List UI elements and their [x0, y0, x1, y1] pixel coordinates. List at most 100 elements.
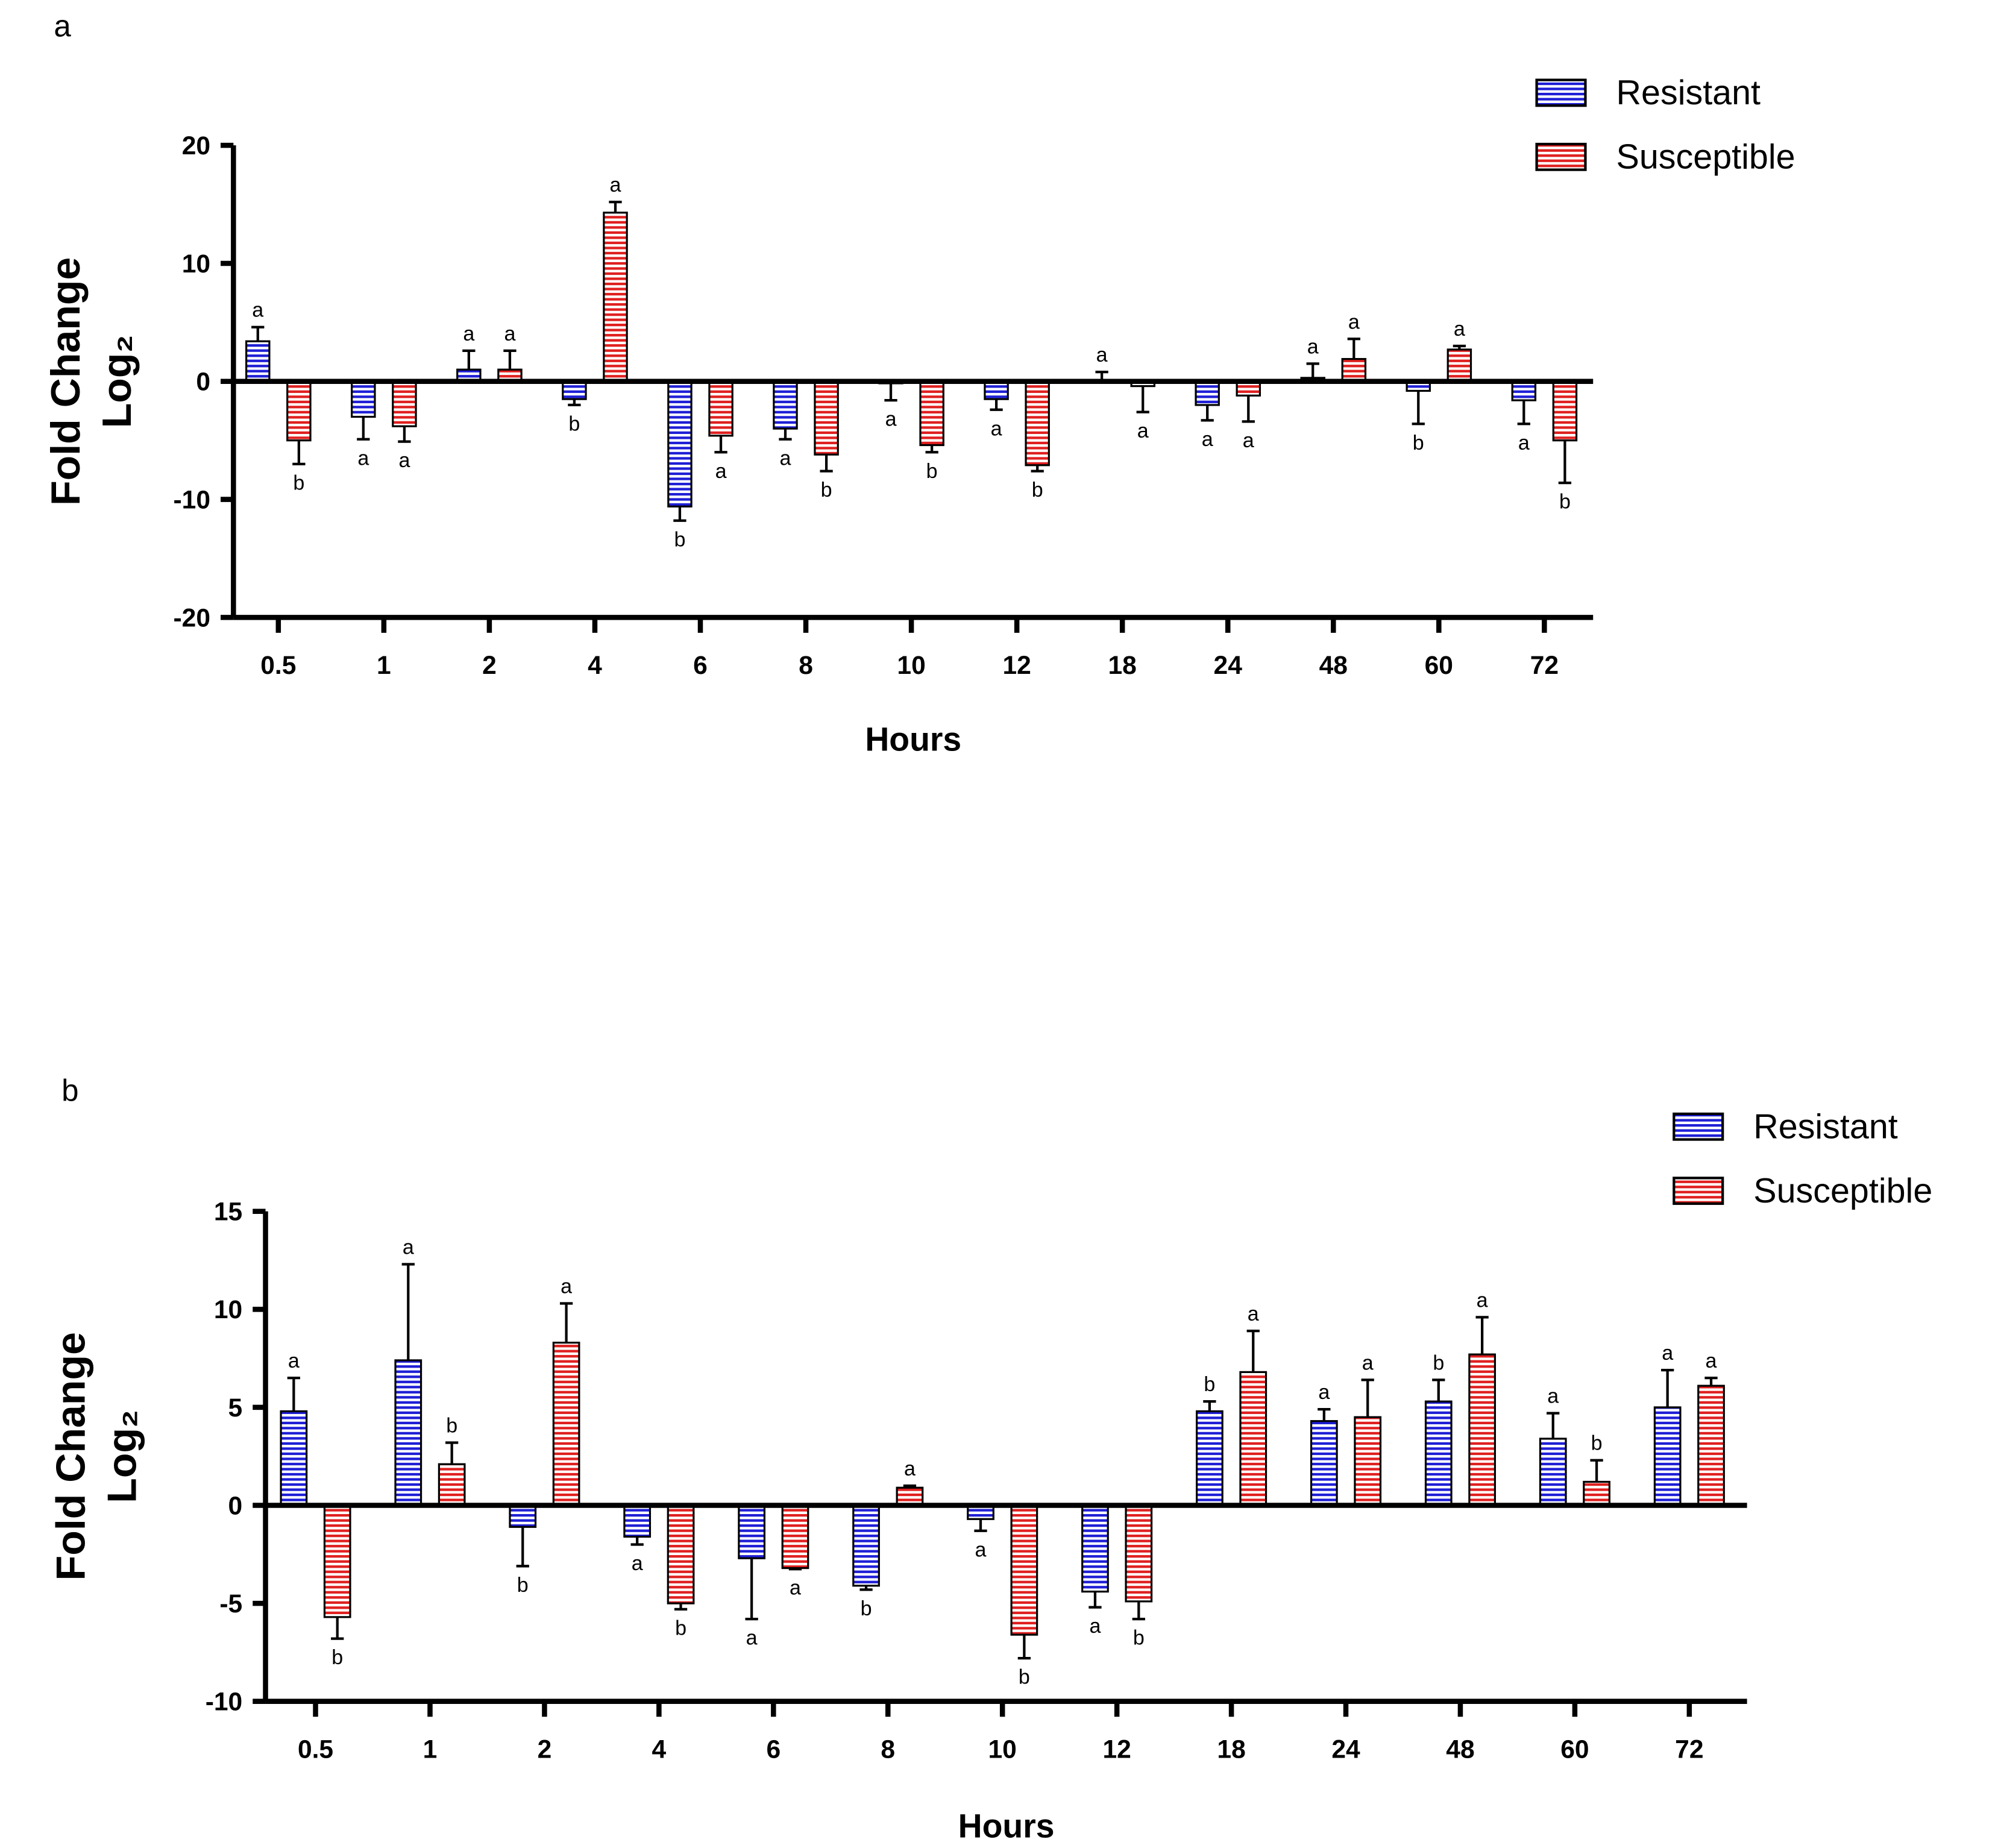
significance-letter: a	[1662, 1342, 1673, 1365]
y-tick-label: 20	[182, 131, 210, 160]
significance-letter: a	[1307, 335, 1319, 358]
susceptible-bar	[1552, 380, 1578, 442]
chart-b: 15 10 5 0 -5 -10 0.5 a b 1 a b 2 b a 4 a b 6 a a 8 b a 10 a b 12 a b 1…	[48, 1107, 1932, 1844]
significance-letter: b	[1413, 432, 1424, 454]
x-tick-label: 72	[1675, 1735, 1703, 1764]
legend-swatch-susceptible	[1535, 142, 1587, 171]
resistant-bar	[1539, 1438, 1567, 1507]
x-tick-label: 0.5	[260, 651, 296, 680]
resistant-bar	[623, 1504, 652, 1538]
significance-letter: a	[632, 1552, 643, 1575]
significance-letter: b	[821, 479, 832, 501]
significance-letter: a	[790, 1577, 801, 1600]
susceptible-bar	[603, 212, 628, 383]
y-tick-label: 10	[214, 1295, 242, 1324]
susceptible-bar	[781, 1504, 809, 1570]
susceptible-bar	[1447, 348, 1472, 383]
resistant-bar	[738, 1504, 766, 1559]
x-tick-label: 60	[1560, 1735, 1589, 1764]
resistant-bar	[1511, 380, 1537, 401]
susceptible-bar	[1354, 1416, 1382, 1507]
y-axis-label-line2: Log₂	[99, 1410, 145, 1503]
x-tick-label: 6	[766, 1735, 781, 1764]
significance-letter: a	[252, 299, 263, 322]
y-axis-label-line1: Fold Change	[43, 257, 89, 506]
significance-letter: a	[1362, 1351, 1374, 1374]
chart-a: 20 10 0 -10 -20 0.5 a b 1 a a 2 a a 4 b a 6 b a 8 a b 10 a b 12 a b 1…	[43, 74, 1795, 758]
resistant-bar	[351, 380, 376, 418]
resistant-bar	[1424, 1400, 1453, 1507]
significance-letter: b	[926, 460, 938, 483]
significance-letter: b	[568, 412, 580, 435]
y-axis-label-line1: Fold Change	[48, 1332, 93, 1580]
significance-letter: a	[1547, 1385, 1559, 1408]
significance-letter: a	[288, 1350, 300, 1372]
x-tick-label: 2	[482, 651, 497, 680]
significance-letter: b	[1032, 479, 1043, 501]
resistant-bar	[1653, 1406, 1682, 1507]
significance-letter: b	[331, 1646, 343, 1669]
y-tick-label: 15	[214, 1198, 242, 1227]
significance-letter: a	[975, 1538, 987, 1561]
y-tick-label: 5	[228, 1394, 243, 1422]
significance-letter: a	[610, 174, 621, 196]
significance-letter: a	[1248, 1303, 1259, 1325]
significance-letter: a	[463, 322, 474, 345]
susceptible-bar	[286, 380, 312, 442]
significance-letter: a	[1089, 1615, 1101, 1638]
significance-letter: a	[746, 1627, 758, 1650]
significance-letter: a	[780, 447, 791, 470]
susceptible-bar	[1468, 1353, 1497, 1507]
x-tick-label: 1	[377, 651, 391, 680]
significance-letter: b	[1019, 1666, 1030, 1689]
significance-letter: a	[885, 408, 897, 431]
resistant-bar	[852, 1504, 880, 1587]
resistant-bar	[1081, 1504, 1109, 1593]
x-tick-label: 18	[1108, 651, 1137, 680]
susceptible-bar	[1341, 357, 1367, 383]
x-tick-label: 8	[799, 651, 813, 680]
x-tick-label: 12	[1002, 651, 1031, 680]
panel-label-a: a	[54, 8, 71, 43]
significance-letter: b	[861, 1597, 872, 1620]
x-tick-label: 2	[538, 1735, 552, 1764]
significance-letter: b	[1133, 1627, 1145, 1650]
x-tick-label: 12	[1102, 1735, 1131, 1764]
significance-letter: a	[1318, 1381, 1330, 1404]
susceptible-bar	[1010, 1504, 1038, 1636]
significance-letter: b	[674, 528, 685, 551]
legend-swatch-susceptible	[1673, 1177, 1724, 1205]
significance-letter: b	[446, 1414, 457, 1437]
legend-swatch-resistant	[1673, 1112, 1724, 1141]
significance-letter: a	[1518, 432, 1530, 454]
susceptible-bar	[552, 1341, 580, 1507]
significance-letter: b	[675, 1617, 686, 1639]
significance-letter: a	[1202, 428, 1213, 451]
x-tick-label: 24	[1331, 1735, 1360, 1764]
resistant-bar	[394, 1359, 423, 1507]
significance-letter: b	[1559, 491, 1571, 514]
significance-letter: a	[1137, 420, 1149, 442]
x-tick-label: 48	[1446, 1735, 1474, 1764]
significance-letter: a	[1096, 344, 1108, 366]
y-tick-label: 0	[228, 1491, 243, 1520]
resistant-bar	[984, 380, 1009, 400]
significance-letter: b	[1204, 1373, 1215, 1396]
significance-letter: a	[561, 1275, 572, 1298]
y-tick-label: -5	[219, 1589, 242, 1618]
susceptible-bar	[1125, 1504, 1153, 1603]
x-tick-label: 72	[1530, 651, 1559, 680]
x-tick-label: 6	[693, 651, 708, 680]
y-tick-label: -10	[206, 1688, 243, 1717]
susceptible-bar	[919, 380, 944, 447]
x-tick-label: 10	[988, 1735, 1017, 1764]
susceptible-bar	[814, 380, 839, 456]
significance-letter: a	[904, 1457, 916, 1480]
x-tick-label: 0.5	[298, 1735, 333, 1764]
significance-letter: a	[715, 460, 727, 483]
y-tick-label: 10	[182, 250, 210, 278]
legend-swatch-resistant	[1535, 78, 1587, 107]
y-tick-label: 0	[196, 368, 210, 397]
panel-label-b: b	[61, 1073, 78, 1108]
y-axis-label-line2: Log₂	[94, 335, 140, 428]
